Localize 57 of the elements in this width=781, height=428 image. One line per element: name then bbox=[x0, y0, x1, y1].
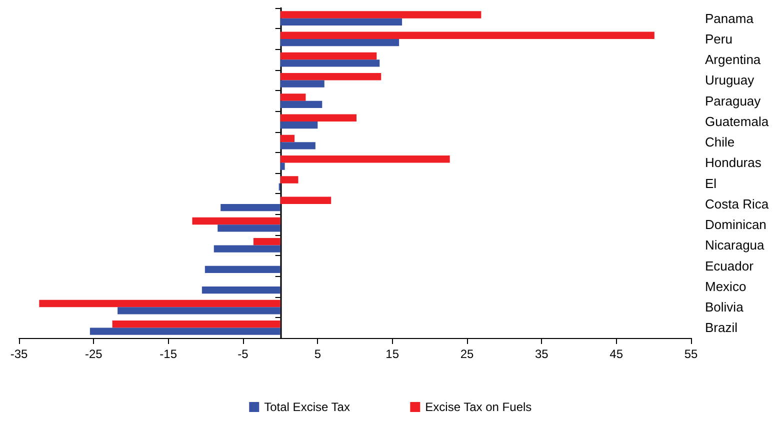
y-tick-label: Nicaragua bbox=[705, 238, 766, 253]
bar bbox=[280, 196, 332, 204]
y-tick-label: Bolivia bbox=[705, 300, 744, 315]
bar bbox=[218, 224, 280, 232]
x-tick-label: -5 bbox=[238, 347, 249, 361]
bar bbox=[112, 320, 280, 328]
x-tick-label: 45 bbox=[610, 347, 624, 361]
bar bbox=[280, 94, 306, 101]
y-tick-label: Argentina bbox=[705, 52, 762, 68]
bar bbox=[280, 134, 295, 142]
x-tick-label: -25 bbox=[84, 347, 103, 361]
bar bbox=[280, 32, 654, 39]
legend-label: Excise Tax on Fuels bbox=[425, 400, 532, 414]
bar bbox=[280, 38, 400, 46]
bar bbox=[118, 307, 280, 314]
x-tick-label: 15 bbox=[386, 347, 400, 361]
x-tick-label: 5 bbox=[314, 347, 322, 361]
bar bbox=[214, 245, 280, 252]
y-tick-label: Ecuador bbox=[705, 258, 754, 274]
y-tick-label: El bbox=[705, 176, 717, 191]
y-tick-label: Paraguay bbox=[705, 93, 762, 108]
y-tick-label: Guatemala bbox=[705, 114, 770, 129]
bar bbox=[204, 266, 280, 274]
bar bbox=[280, 100, 322, 108]
y-tick-label: Panama bbox=[705, 10, 754, 26]
y-tick-label: Costa Rica bbox=[705, 196, 770, 212]
bar bbox=[220, 204, 280, 212]
bar bbox=[202, 286, 280, 294]
bar bbox=[280, 114, 356, 122]
x-tick-label: -35 bbox=[10, 347, 28, 361]
bar bbox=[280, 52, 377, 60]
y-tick-label: Peru bbox=[705, 31, 732, 46]
bar bbox=[90, 328, 280, 335]
bar bbox=[280, 142, 316, 150]
x-tick-label: 25 bbox=[460, 347, 474, 361]
bar bbox=[280, 18, 402, 26]
y-tick-label: Brazil bbox=[705, 320, 738, 336]
bar bbox=[280, 121, 318, 129]
y-tick-label: Honduras bbox=[705, 155, 762, 170]
x-tick-label: 35 bbox=[534, 347, 549, 361]
y-tick-label: Uruguay bbox=[705, 72, 755, 88]
y-tick-label: Dominican bbox=[705, 217, 766, 232]
y-tick-label: Chile bbox=[705, 134, 735, 150]
bar bbox=[253, 238, 280, 246]
bar bbox=[192, 217, 280, 225]
bar bbox=[280, 60, 380, 67]
bar bbox=[280, 155, 450, 163]
legend-label: Total Excise Tax bbox=[264, 400, 350, 414]
x-tick-label: -15 bbox=[160, 347, 178, 361]
y-tick-label: Mexico bbox=[705, 278, 746, 294]
bar bbox=[280, 80, 324, 88]
bar bbox=[280, 72, 382, 80]
x-tick-label: 55 bbox=[684, 347, 698, 361]
bar bbox=[280, 176, 298, 184]
bar bbox=[39, 300, 280, 308]
bar bbox=[280, 11, 482, 18]
bar bbox=[280, 162, 285, 170]
